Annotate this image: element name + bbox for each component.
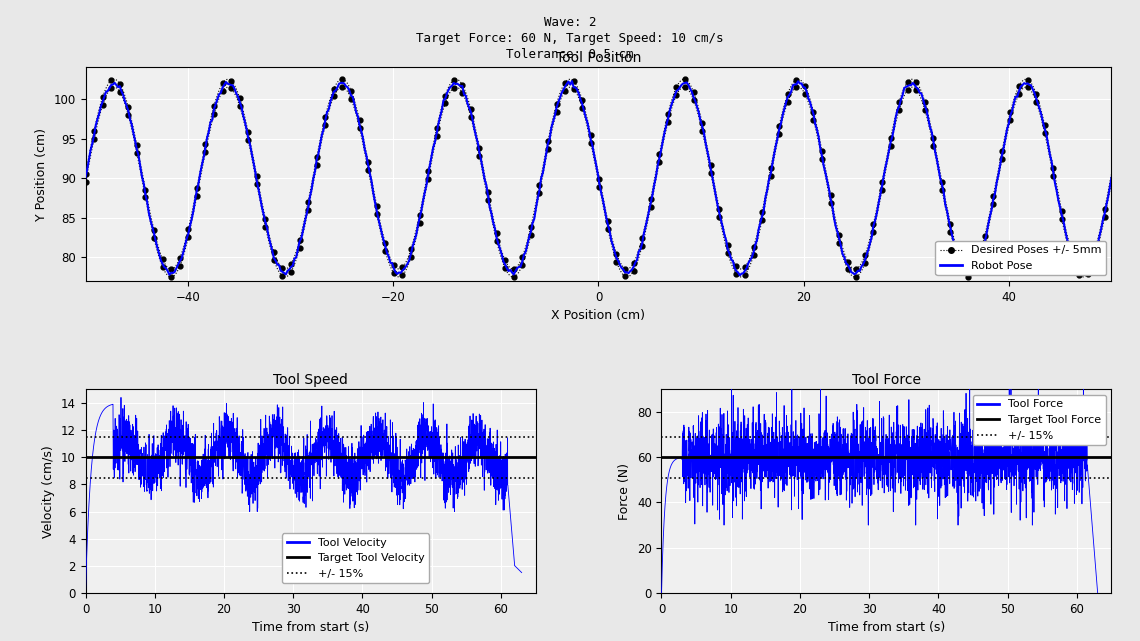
X-axis label: X Position (cm): X Position (cm): [552, 309, 645, 322]
Text: Wave: 2: Wave: 2: [544, 16, 596, 29]
Text: Target Force: 60 N, Target Speed: 10 cm/s: Target Force: 60 N, Target Speed: 10 cm/…: [416, 32, 724, 45]
Legend: Tool Velocity, Target Tool Velocity, +/- 15%: Tool Velocity, Target Tool Velocity, +/-…: [282, 533, 429, 583]
Y-axis label: Velocity (cm/s): Velocity (cm/s): [42, 445, 55, 538]
Legend: Tool Force, Target Tool Force, +/- 15%: Tool Force, Target Tool Force, +/- 15%: [972, 395, 1106, 445]
X-axis label: Time from start (s): Time from start (s): [828, 621, 945, 634]
X-axis label: Time from start (s): Time from start (s): [252, 621, 369, 634]
Title: Tool Speed: Tool Speed: [274, 373, 348, 387]
Legend: Desired Poses +/- 5mm, Robot Pose: Desired Poses +/- 5mm, Robot Pose: [936, 241, 1106, 276]
Title: Tool Force: Tool Force: [852, 373, 921, 387]
Text: Tolerance: 0.5 cm: Tolerance: 0.5 cm: [506, 48, 634, 61]
Title: Tool Position: Tool Position: [556, 51, 641, 65]
Y-axis label: Force (N): Force (N): [618, 463, 632, 520]
Y-axis label: Y Position (cm): Y Position (cm): [35, 128, 48, 221]
